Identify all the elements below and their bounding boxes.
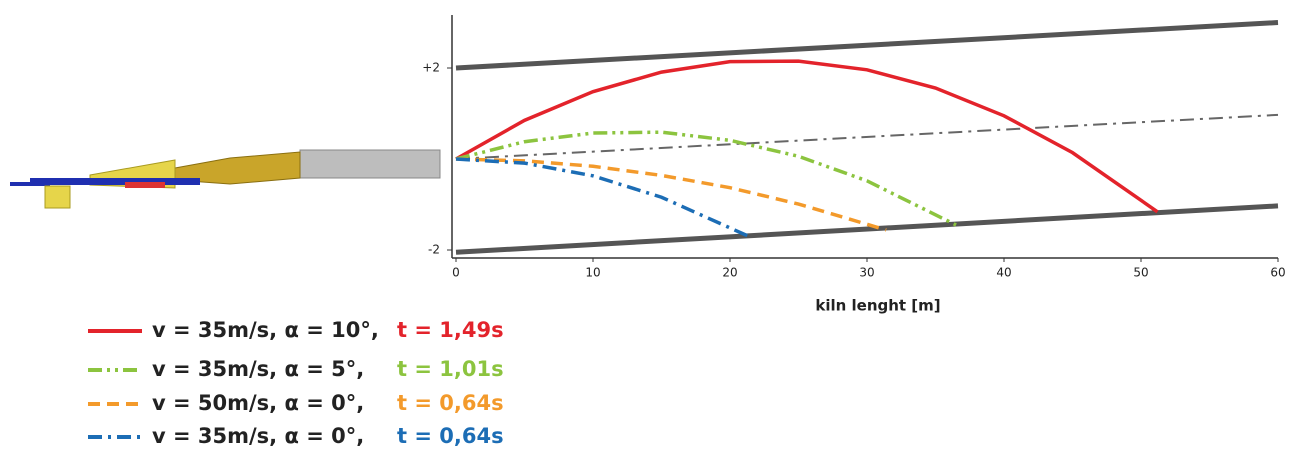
kiln-line: [455, 20, 1279, 71]
x-tick-label: 60: [1270, 266, 1285, 280]
kiln-line: [455, 203, 1279, 255]
x-tick-label: 40: [996, 266, 1011, 280]
trajectory: [455, 130, 957, 227]
x-tick-label: 0: [452, 266, 460, 280]
y-tick-label: -2: [428, 243, 440, 257]
x-tick-label: 10: [585, 266, 600, 280]
legend-time: t = 1,01s: [397, 357, 504, 381]
legend-label: v = 50m/s, α = 0°,: [152, 391, 364, 415]
burner-drawing: [10, 149, 441, 209]
trajectory: [455, 157, 887, 232]
x-tick-label: 50: [1133, 266, 1148, 280]
x-axis-title: kiln lenght [m]: [815, 297, 940, 315]
trajectory: [455, 157, 749, 238]
legend-time: t = 0,64s: [397, 424, 504, 448]
x-tick-label: 20: [722, 266, 737, 280]
y-tick-label: +2: [422, 61, 440, 75]
legend-label: v = 35m/s, α = 5°,: [152, 357, 364, 381]
trajectory: [455, 59, 1159, 214]
legend-time: t = 1,49s: [397, 318, 504, 342]
legend-label: v = 35m/s, α = 0°,: [152, 424, 364, 448]
kiln-line: [455, 113, 1279, 160]
x-tick-label: 30: [859, 266, 874, 280]
legend-time: t = 0,64s: [397, 391, 504, 415]
legend-label: v = 35m/s, α = 10°,: [152, 318, 379, 342]
